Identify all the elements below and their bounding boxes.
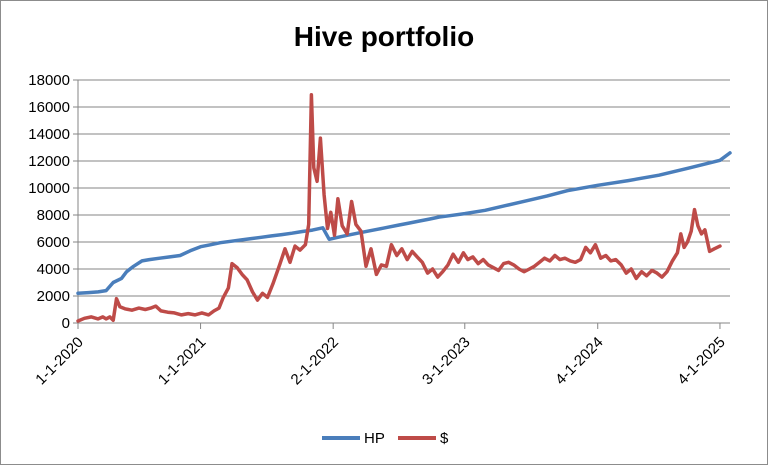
gridlines (78, 79, 730, 297)
axes (77, 80, 730, 324)
y-tick-label: 4000 (37, 261, 70, 278)
series-lines (76, 93, 732, 323)
y-tick-label: 18000 (28, 72, 70, 89)
series-line (76, 151, 732, 296)
y-tick-label: 12000 (28, 153, 70, 170)
y-axis-ticks: 0 2000 4000 6000 8000 10000 12000 14000 16000 180… (28, 72, 78, 332)
y-tick-label: 16000 (28, 99, 70, 116)
x-axis-ticks: 1-1-2020 1-1-2021 2-1-2022 3-1-2023 4-1-2024… (32, 323, 729, 388)
x-tick-label: 1-1-2021 (155, 334, 209, 388)
legend: HP $ (322, 430, 449, 447)
legend-label: HP (364, 430, 385, 447)
x-tick-label: 2-1-2022 (288, 334, 342, 388)
y-tick-label: 8000 (37, 207, 70, 224)
y-tick-label: 2000 (37, 288, 70, 305)
y-tick-label: 0 (62, 315, 70, 332)
legend-label: $ (440, 430, 449, 447)
x-tick-label: 1-1-2020 (32, 334, 86, 388)
x-tick-label: 4-1-2024 (552, 334, 606, 388)
y-tick-label: 10000 (28, 180, 70, 197)
x-tick-label: 3-1-2023 (419, 334, 473, 388)
x-tick-label: 4-1-2025 (674, 334, 728, 388)
y-tick-label: 14000 (28, 126, 70, 143)
chart-title: Hive portfolio (294, 21, 474, 52)
series-line (76, 93, 722, 323)
y-tick-label: 6000 (37, 234, 70, 251)
